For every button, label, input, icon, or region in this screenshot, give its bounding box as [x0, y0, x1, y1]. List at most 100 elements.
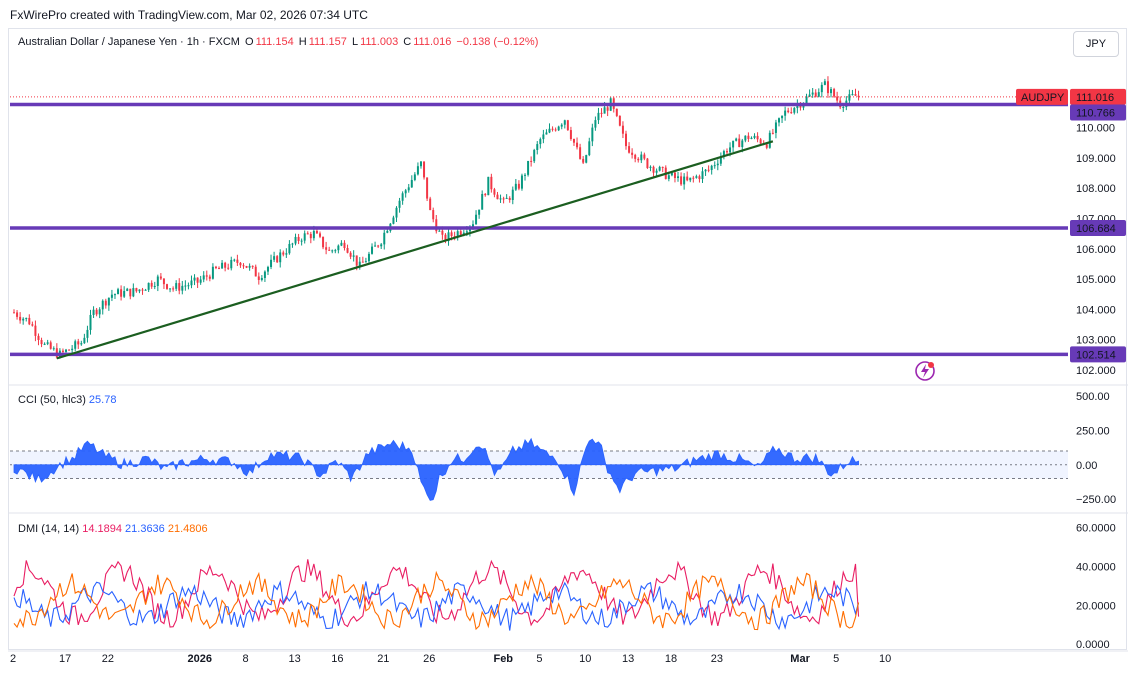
candle-body [603, 107, 606, 114]
candle-body [86, 329, 89, 338]
symbol-title[interactable]: Australian Dollar / Japanese Yen · 1h · … [18, 36, 240, 48]
candle-body [355, 255, 358, 266]
resistance-mid-tag-bg [1070, 220, 1126, 237]
price-axis-label: 109.000 [1076, 153, 1116, 165]
candle-body [98, 309, 101, 315]
candle-body [19, 316, 22, 321]
time-axis-label: 22 [102, 653, 114, 665]
candle-body [404, 190, 407, 194]
lightning-icon[interactable] [914, 360, 936, 382]
candle-body [560, 124, 563, 127]
candle-body [793, 108, 796, 113]
trendline [56, 140, 774, 360]
time-axis-label: 10 [879, 653, 891, 665]
candle-body [542, 134, 545, 140]
candle-body [132, 288, 135, 297]
price-axis-label: 110.000 [1076, 123, 1115, 135]
time-axis-label: 23 [711, 653, 723, 665]
candle-body [514, 183, 517, 190]
cci-label: CCI (50, hlc3) [18, 394, 86, 406]
close-value: 111.016 [413, 36, 452, 48]
adx-value: 21.4806 [167, 523, 208, 535]
candle-body [230, 259, 233, 269]
candle-body [429, 198, 432, 211]
candle-body [462, 232, 465, 235]
candle-body [346, 248, 349, 253]
dmi-legend[interactable]: DMI (14, 14) 14.1894 21.3636 21.4806 [18, 523, 208, 535]
candle-body [34, 325, 37, 336]
candle-body [147, 282, 150, 290]
candle-body [150, 282, 153, 287]
candle-body [597, 112, 600, 121]
candle-body [851, 94, 854, 96]
candle-body [836, 96, 839, 101]
candle-body [117, 289, 120, 295]
candle-body [413, 174, 416, 180]
candle-body [162, 278, 165, 285]
candle-body [303, 233, 306, 241]
dmi-axis-label: 60.0000 [1076, 523, 1116, 535]
dmi-axis-label: 40.0000 [1076, 561, 1116, 573]
candle-body [643, 154, 646, 159]
candle-body [594, 120, 597, 128]
candle-body [40, 339, 43, 345]
cci-legend[interactable]: CCI (50, hlc3) 25.78 [18, 394, 116, 406]
cci-axis-label: −250.00 [1076, 494, 1116, 506]
candle-body [450, 232, 453, 237]
candle-body [242, 265, 245, 267]
candle-body [178, 283, 181, 291]
candle-body [667, 175, 670, 179]
candle-body [407, 187, 410, 191]
candle-body [300, 240, 303, 242]
candle-body [349, 252, 352, 257]
symbol-legend[interactable]: Australian Dollar / Japanese Yen · 1h · … [18, 36, 540, 48]
currency-button[interactable]: JPY [1073, 31, 1119, 57]
candle-body [539, 139, 542, 145]
candle-body [43, 343, 46, 345]
candle-body [820, 84, 823, 93]
candle-body [520, 175, 523, 189]
candle-body [37, 335, 40, 340]
candle-body [208, 276, 211, 279]
candle-body [306, 233, 309, 235]
candle-body [74, 341, 77, 349]
resistance-mid-tag: 106.684 [1076, 223, 1116, 235]
dmi-label: DMI (14, 14) [18, 523, 80, 535]
candle-body [808, 94, 811, 97]
candle-body [756, 135, 759, 140]
candle-body [401, 193, 404, 201]
candle-body [744, 135, 747, 141]
candle-body [784, 110, 787, 116]
candle-body [110, 294, 113, 298]
candle-body [65, 349, 68, 352]
candle-body [123, 290, 126, 297]
candle-body [569, 130, 572, 140]
candle-body [435, 219, 438, 232]
plus-di-value: 14.1894 [82, 523, 122, 535]
candle-body [383, 232, 386, 245]
candle-body [95, 309, 98, 315]
candle-body [285, 253, 288, 255]
candle-body [484, 193, 487, 196]
candle-body [646, 158, 649, 168]
candle-body [236, 259, 239, 263]
candle-body [169, 288, 172, 290]
candle-body [380, 244, 383, 247]
candle-body [68, 349, 71, 351]
candle-body [536, 144, 539, 150]
candle-body [166, 284, 168, 289]
candle-body [80, 343, 83, 345]
candle-body [291, 243, 294, 245]
candle-body [251, 265, 254, 267]
candle-body [352, 255, 355, 257]
candle-body [701, 171, 704, 180]
candle-body [138, 289, 141, 292]
candle-body [615, 108, 618, 116]
candle-body [337, 245, 340, 251]
candle-body [508, 197, 511, 200]
candle-body [830, 89, 833, 94]
time-axis-label: Feb [493, 653, 513, 665]
candle-body [499, 198, 502, 200]
candle-body [49, 342, 52, 349]
